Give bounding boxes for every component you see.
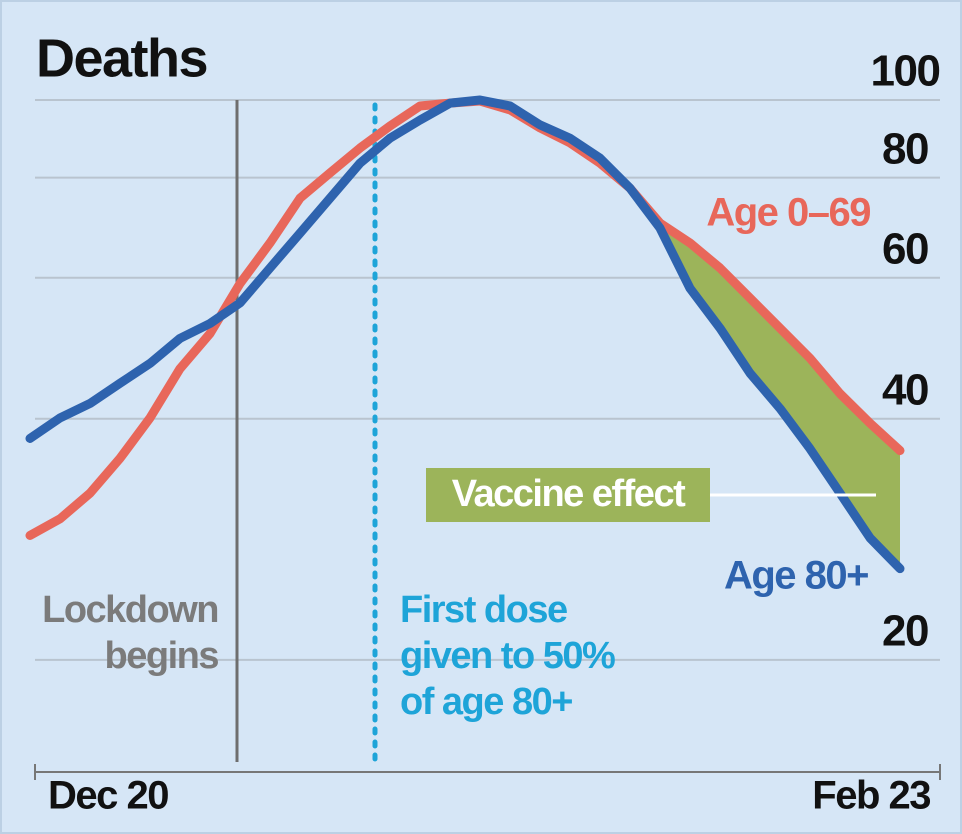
legend-label: Age 80+ <box>724 554 868 598</box>
legend-label: Age 0–69 <box>706 191 870 235</box>
y-tick-label: 100 <box>871 47 940 96</box>
annotation: of age 80+ <box>400 681 572 723</box>
series-line <box>25 95 905 574</box>
y-tick-label: 60 <box>882 224 928 273</box>
x-tick-label: Feb 23 <box>812 774 930 818</box>
annotation: Vaccine effect <box>452 473 686 515</box>
grid <box>35 99 940 661</box>
vaccine-effect-area <box>660 223 900 569</box>
annotation: Lockdown <box>42 589 218 631</box>
annotation: First dose <box>400 589 567 631</box>
vaccine-effect-box <box>426 468 710 522</box>
chart-title: Deaths <box>36 28 207 88</box>
y-tick-label: 40 <box>882 365 928 414</box>
annotation: begins <box>105 635 219 677</box>
annotation: given to 50% <box>400 635 615 677</box>
x-tick-label: Dec 20 <box>48 774 168 818</box>
y-tick-label: 80 <box>882 124 928 173</box>
y-tick-label: 20 <box>882 607 928 656</box>
plot <box>25 95 905 574</box>
